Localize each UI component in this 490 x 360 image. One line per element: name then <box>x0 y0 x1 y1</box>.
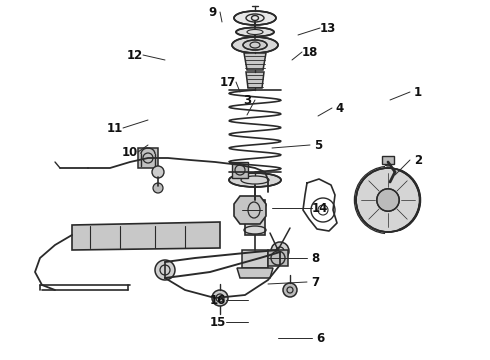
Polygon shape <box>242 250 268 268</box>
Text: 11: 11 <box>107 122 123 135</box>
Ellipse shape <box>236 27 274 36</box>
Text: 16: 16 <box>210 293 226 306</box>
Text: 7: 7 <box>311 275 319 288</box>
Polygon shape <box>232 162 248 178</box>
Polygon shape <box>245 200 265 235</box>
Circle shape <box>283 283 297 297</box>
Text: 18: 18 <box>302 45 318 59</box>
Ellipse shape <box>232 37 278 53</box>
Text: 2: 2 <box>414 153 422 166</box>
Polygon shape <box>138 148 158 168</box>
Ellipse shape <box>229 173 281 187</box>
Text: 13: 13 <box>320 22 336 35</box>
Circle shape <box>271 242 289 260</box>
Polygon shape <box>246 72 264 88</box>
Polygon shape <box>382 156 394 164</box>
Text: 6: 6 <box>316 332 324 345</box>
Text: 17: 17 <box>220 76 236 89</box>
Text: 12: 12 <box>127 49 143 62</box>
Circle shape <box>356 168 420 232</box>
Polygon shape <box>72 222 220 250</box>
Text: 10: 10 <box>122 145 138 158</box>
Ellipse shape <box>234 11 276 25</box>
Text: 5: 5 <box>314 139 322 152</box>
Circle shape <box>384 158 392 166</box>
Text: 9: 9 <box>208 5 216 18</box>
Circle shape <box>152 166 164 178</box>
Ellipse shape <box>243 40 267 50</box>
Circle shape <box>377 189 399 211</box>
Text: 3: 3 <box>243 94 251 107</box>
Circle shape <box>212 290 228 306</box>
Polygon shape <box>268 250 288 266</box>
Text: 14: 14 <box>312 202 328 215</box>
Polygon shape <box>237 268 273 278</box>
Text: 4: 4 <box>336 102 344 114</box>
Polygon shape <box>234 196 266 224</box>
Circle shape <box>386 178 394 186</box>
Text: 15: 15 <box>210 315 226 328</box>
Polygon shape <box>244 53 266 70</box>
Circle shape <box>155 260 175 280</box>
Text: 1: 1 <box>414 86 422 99</box>
Text: 8: 8 <box>311 252 319 265</box>
Circle shape <box>153 183 163 193</box>
